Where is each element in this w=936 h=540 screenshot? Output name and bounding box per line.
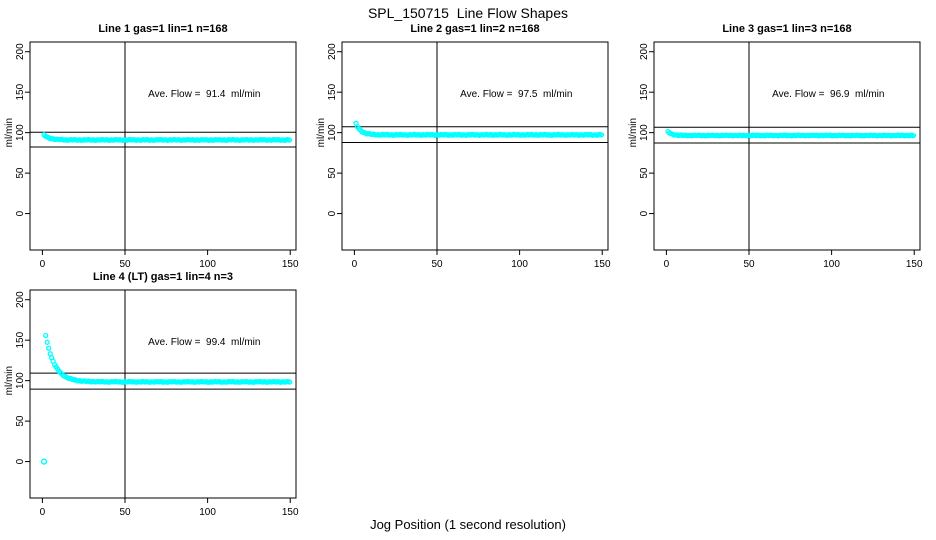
data-point: [286, 379, 293, 385]
plot-box: [29, 41, 297, 251]
y-tick-label: 200: [15, 291, 26, 308]
y-tick-label: 100: [639, 124, 650, 141]
x-tick-label: 150: [594, 259, 611, 268]
panel-line2-chart: Line 2 gas=1 lin=2 n=168 0 50 100 150 0 50 100 1…: [316, 23, 611, 268]
panel-title: Line 2 gas=1 lin=2 n=168: [410, 23, 539, 35]
y-tick-label: 100: [15, 124, 26, 141]
panel-line4-chart: Line 4 (LT) gas=1 lin=4 n=3 0 50 100 150 0 50 1…: [4, 271, 299, 516]
y-tick-label: 50: [15, 167, 26, 179]
y-tick-label: 100: [327, 124, 338, 141]
x-tick-label: 100: [823, 259, 840, 268]
y-axis-label: ml/min: [628, 118, 639, 147]
y-tick-label: 0: [327, 210, 338, 216]
x-tick-label: 50: [119, 259, 131, 268]
y-tick-label: 50: [639, 167, 650, 179]
x-tick-label: 100: [199, 507, 216, 516]
y-tick-label: 0: [639, 210, 650, 216]
ave-flow-annotation: Ave. Flow = 97.5 ml/min: [460, 89, 572, 100]
panel-title: Line 4 (LT) gas=1 lin=4 n=3: [93, 271, 233, 283]
x-tick-label: 150: [282, 259, 299, 268]
y-tick-label: 150: [639, 83, 650, 100]
x-tick-label: 0: [352, 259, 358, 268]
data-point: [43, 332, 49, 339]
x-tick-label: 50: [431, 259, 443, 268]
ave-flow-annotation: Ave. Flow = 96.9 ml/min: [772, 89, 884, 100]
x-tick-label: 150: [906, 259, 923, 268]
data-point: [44, 339, 50, 345]
y-axis-label: ml/min: [4, 366, 15, 395]
plot-box: [341, 41, 609, 251]
y-tick-label: 0: [15, 458, 26, 464]
panel-title: Line 1 gas=1 lin=1 n=168: [98, 23, 227, 35]
y-tick-label: 150: [327, 83, 338, 100]
x-tick-label: 100: [199, 259, 216, 268]
y-axis-label: ml/min: [316, 118, 327, 147]
plot-box: [653, 41, 921, 251]
x-tick-label: 0: [40, 507, 46, 516]
x-axis-title: Jog Position (1 second resolution): [370, 517, 566, 532]
x-tick-label: 50: [743, 259, 755, 268]
y-tick-label: 150: [15, 331, 26, 348]
ave-flow-annotation: Ave. Flow = 91.4 ml/min: [148, 89, 260, 100]
y-tick-label: 50: [15, 415, 26, 427]
data-point: [910, 132, 917, 139]
y-tick-label: 0: [15, 210, 26, 216]
data-point: [46, 345, 52, 351]
y-tick-label: 200: [639, 43, 650, 60]
y-tick-label: 150: [15, 83, 26, 100]
panel-title: Line 3 gas=1 lin=3 n=168: [722, 23, 851, 35]
data-point: [598, 132, 605, 138]
x-tick-label: 50: [119, 507, 131, 516]
y-tick-label: 200: [327, 43, 338, 60]
data-point: [286, 137, 293, 143]
x-tick-label: 100: [511, 259, 528, 268]
ave-flow-annotation: Ave. Flow = 99.4 ml/min: [148, 337, 260, 348]
y-tick-label: 50: [327, 167, 338, 179]
y-tick-label: 200: [15, 43, 26, 60]
y-tick-label: 100: [15, 372, 26, 389]
x-tick-label: 0: [664, 259, 670, 268]
panel-line1-chart: Line 1 gas=1 lin=1 n=168 0 50 100 150 0 50 100 1…: [4, 23, 299, 268]
plot-box: [29, 289, 297, 499]
panel-line3-chart: Line 3 gas=1 lin=3 n=168 0 50 100 150 0 50 100 1…: [628, 23, 923, 268]
y-axis-label: ml/min: [4, 118, 15, 147]
x-tick-label: 0: [40, 259, 46, 268]
x-tick-label: 150: [282, 507, 299, 516]
figure-title: SPL_150715 Line Flow Shapes: [367, 5, 569, 21]
data-point-outlier: [40, 458, 48, 465]
